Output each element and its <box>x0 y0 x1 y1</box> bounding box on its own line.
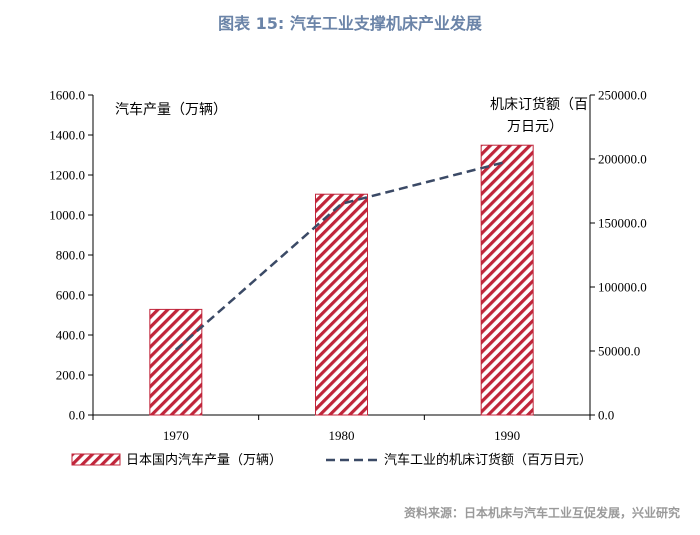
right-axis-title-line1: 机床订货额（百 <box>490 96 588 113</box>
bar-1970 <box>149 308 203 416</box>
x-tick-label: 1990 <box>494 428 520 443</box>
left-tick-label: 0.0 <box>69 408 85 423</box>
right-tick-label: 0.0 <box>598 408 614 423</box>
left-tick-label: 800.0 <box>56 248 85 263</box>
left-tick-label: 1000.0 <box>49 208 85 223</box>
legend-label-bar: 日本国内汽车产量（万辆） <box>126 452 282 468</box>
left-tick-label: 400.0 <box>56 328 85 343</box>
source-note: 资料来源：日本机床与汽车工业互促发展，兴业研究 <box>403 506 680 520</box>
bar-1990 <box>480 144 534 416</box>
right-tick-label: 250000.0 <box>598 88 647 103</box>
right-tick-label: 150000.0 <box>598 216 647 231</box>
left-tick-label: 1400.0 <box>49 128 85 143</box>
right-tick-label: 50000.0 <box>598 344 640 359</box>
left-tick-label: 600.0 <box>56 288 85 303</box>
right-tick-label: 200000.0 <box>598 152 647 167</box>
right-tick-label: 100000.0 <box>598 280 647 295</box>
left-tick-label: 1600.0 <box>49 88 85 103</box>
legend-label-line: 汽车工业的机床订货额（百万日元） <box>384 452 592 468</box>
left-axis-title: 汽车产量（万辆） <box>115 101 227 118</box>
line-series-path <box>175 160 508 351</box>
left-tick-label: 1200.0 <box>49 168 85 183</box>
x-tick-label: 1970 <box>163 428 189 443</box>
bar-1980 <box>315 193 368 416</box>
legend-swatch-bar <box>71 453 121 466</box>
x-tick-label: 1980 <box>329 428 355 443</box>
left-tick-label: 200.0 <box>56 368 85 383</box>
chart-title: 图表 15: 汽车工业支撑机床产业发展 <box>218 14 482 33</box>
right-axis-title-line2: 万日元） <box>507 119 563 135</box>
